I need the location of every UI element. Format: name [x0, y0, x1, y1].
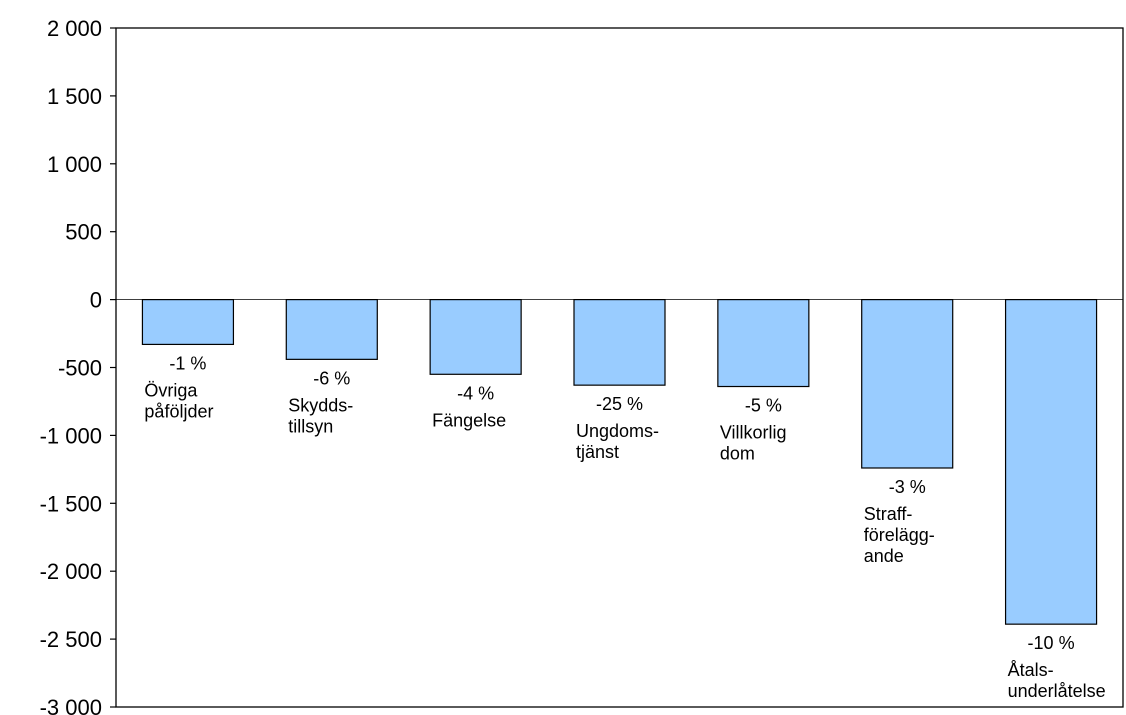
bar-percent-label: -25 % — [596, 394, 643, 414]
bar — [717, 299, 810, 388]
bar — [861, 299, 954, 469]
category-label: tillsyn — [288, 416, 333, 436]
y-tick-label: -1 500 — [40, 491, 102, 516]
bar-percent-label: -10 % — [1028, 633, 1075, 653]
bar-percent-label: -4 % — [457, 383, 494, 403]
category-label: ande — [864, 546, 904, 566]
category-label: Fängelse — [432, 410, 506, 430]
category-label: Skydds- — [288, 395, 353, 415]
category-label: underlåtelse — [1008, 681, 1106, 701]
bar-percent-label: -3 % — [889, 477, 926, 497]
bar — [141, 299, 235, 346]
y-tick-label: 1 500 — [47, 84, 102, 109]
bars — [141, 299, 1098, 625]
y-tick-label: 500 — [65, 220, 102, 245]
y-tick-label: -2 000 — [40, 559, 102, 584]
y-tick-label: 0 — [90, 288, 102, 313]
bar-percent-label: -1 % — [169, 353, 206, 373]
category-label: förelägg- — [864, 525, 935, 545]
category-label: Åtals- — [1008, 660, 1054, 680]
category-label: Straff- — [864, 504, 913, 524]
category-label: Övriga — [144, 380, 198, 400]
category-label: dom — [720, 444, 755, 464]
bar — [573, 299, 666, 386]
y-axis: 2 000 1 500 1 000 500 0 -500 -1 000 -1 500 -2 00… — [40, 16, 116, 715]
bar-percent-label: -6 % — [313, 368, 350, 388]
y-tick-label: -2 500 — [40, 627, 102, 652]
y-tick-label: -3 000 — [40, 695, 102, 715]
bar-percent-label: -5 % — [745, 396, 782, 416]
y-tick-label: 2 000 — [47, 16, 102, 41]
y-tick-label: -500 — [58, 356, 102, 381]
bar — [1004, 299, 1098, 625]
y-tick-label: 1 000 — [47, 152, 102, 177]
y-tick-label: -1 000 — [40, 423, 102, 448]
category-label: Villkorlig — [720, 423, 787, 443]
category-label: påföljder — [144, 401, 213, 421]
bar — [429, 299, 522, 375]
category-label: tjänst — [576, 442, 619, 462]
category-label: Ungdoms- — [576, 421, 659, 441]
bar — [285, 299, 378, 360]
